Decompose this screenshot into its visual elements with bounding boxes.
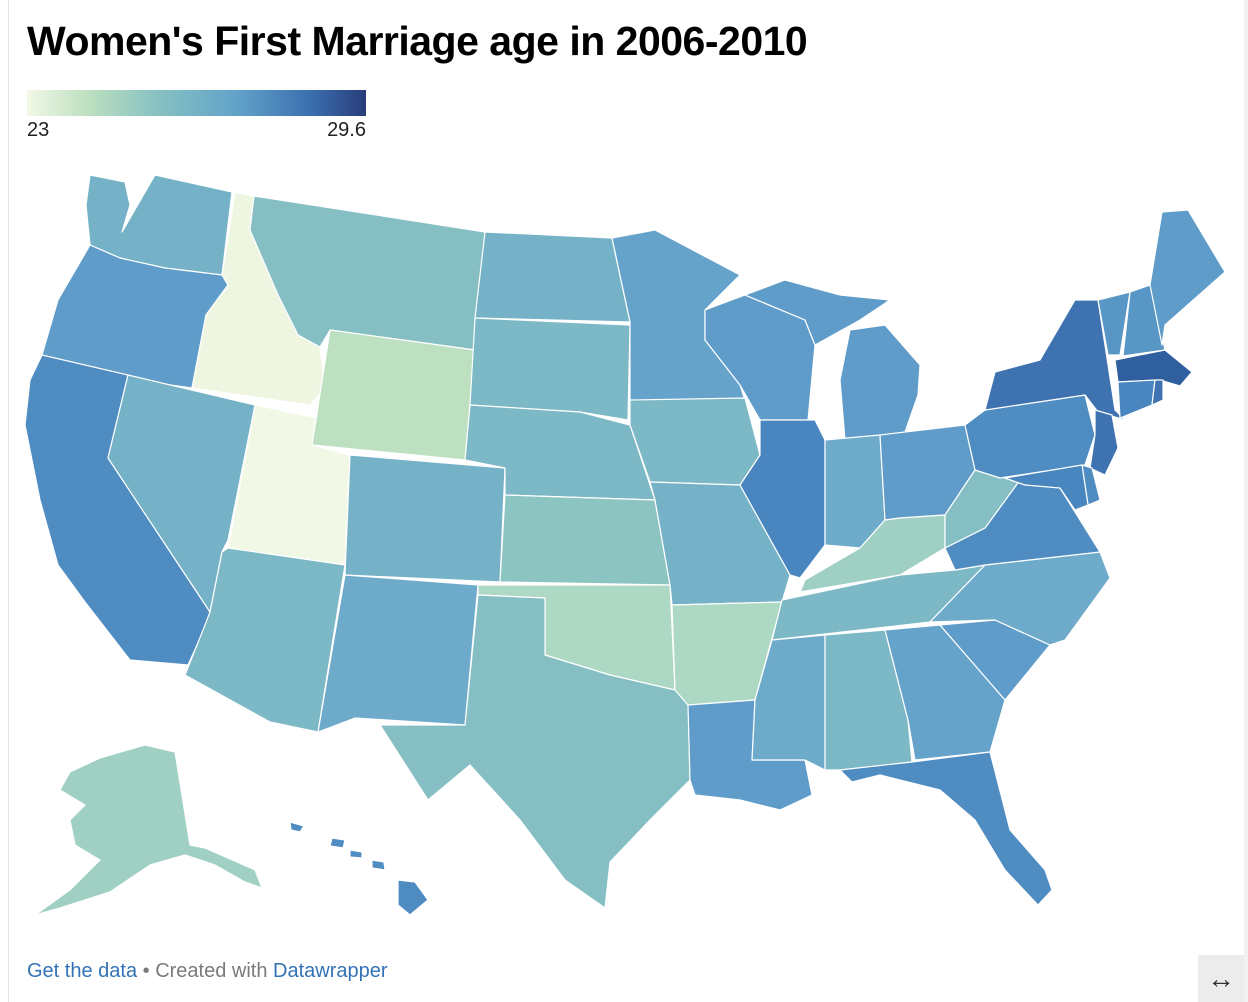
legend-max-label: 29.6 (327, 119, 366, 141)
state-south-dakota[interactable] (469, 317, 631, 421)
state-new-mexico[interactable] (317, 574, 479, 733)
state-new-jersey[interactable] (1089, 409, 1119, 476)
legend-min-label: 23 (27, 119, 50, 141)
state-michigan-lower[interactable] (839, 324, 921, 441)
footer-separator: • (137, 960, 156, 982)
state-alaska[interactable] (34, 744, 263, 916)
state-maine[interactable] (1149, 209, 1226, 346)
state-new-york[interactable] (984, 299, 1126, 421)
state-vermont[interactable] (1097, 291, 1131, 356)
state-michigan-upper[interactable] (744, 279, 891, 346)
frame-border-right (1244, 0, 1248, 1002)
state-colorado[interactable] (344, 454, 506, 583)
state-hawaii[interactable] (289, 821, 429, 916)
frame-border-left (8, 0, 9, 1002)
created-with-text: Created with (155, 960, 274, 982)
state-washington[interactable] (85, 174, 233, 276)
state-florida[interactable] (839, 751, 1053, 906)
state-texas[interactable] (379, 594, 691, 909)
expand-horizontal-icon[interactable]: ↔ (1198, 955, 1244, 1002)
state-arizona[interactable] (184, 547, 346, 733)
state-iowa[interactable] (629, 397, 761, 486)
color-legend: 23 29.6 (27, 90, 366, 142)
state-rhode-island[interactable] (1151, 379, 1164, 406)
footer: Get the data • Created with Datawrapper (27, 960, 388, 983)
state-wyoming[interactable] (311, 329, 476, 461)
state-north-dakota[interactable] (474, 231, 631, 323)
chart-title: Women's First Marriage age in 2006-2010 (27, 18, 808, 64)
state-kansas[interactable] (499, 494, 671, 586)
get-data-link[interactable]: Get the data (27, 960, 138, 982)
datawrapper-link[interactable]: Datawrapper (273, 960, 388, 982)
legend-gradient-bar (27, 90, 366, 116)
state-maryland[interactable] (1004, 464, 1089, 511)
legend-labels: 23 29.6 (27, 119, 366, 142)
state-illinois[interactable] (739, 419, 826, 579)
state-connecticut[interactable] (1117, 379, 1156, 419)
